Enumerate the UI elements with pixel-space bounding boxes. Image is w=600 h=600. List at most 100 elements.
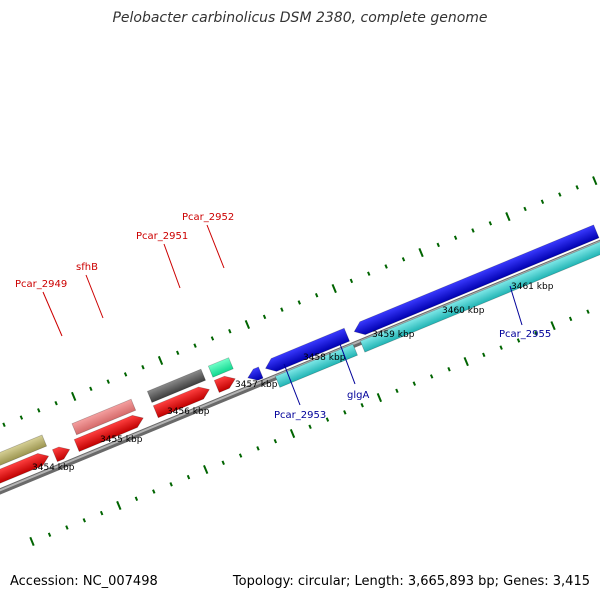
tick-mark-upper <box>540 199 545 204</box>
tick-label: 3456 kbp <box>167 407 210 417</box>
tick-mark-upper <box>176 350 180 356</box>
tick-mark-upper <box>210 336 215 341</box>
tick-mark-lower <box>47 532 52 537</box>
tick-mark-lower <box>534 331 538 336</box>
tick-mark-lower <box>65 525 69 530</box>
feature-pink-sfhB <box>71 398 137 436</box>
feature-blue-2953 <box>247 366 264 381</box>
gene-label: Pcar_2955 <box>499 329 551 340</box>
tick-mark-lower <box>586 309 590 314</box>
tick-mark-upper <box>37 408 41 413</box>
tick-mark-lower <box>568 316 573 322</box>
tick-mark-lower <box>152 489 156 494</box>
tick-mark-upper <box>436 242 440 248</box>
tick-mark-lower <box>499 345 503 350</box>
tick-mark-lower <box>516 338 521 343</box>
tick-mark-lower <box>308 424 312 430</box>
tick-mark-upper <box>488 221 493 226</box>
tick-label: 3460 kbp <box>442 306 485 316</box>
tick-mark-upper <box>453 235 458 240</box>
tick-mark-upper <box>71 391 77 401</box>
tick-mark-lower <box>238 453 243 458</box>
gene-leader-line <box>42 291 63 337</box>
tick-mark-lower <box>116 500 122 511</box>
feature-red-cds-small <box>51 446 71 463</box>
tick-mark-upper <box>471 228 475 233</box>
genome-summary-text: Topology: circular; Length: 3,665,893 bp… <box>232 574 590 589</box>
tick-mark-lower <box>29 536 35 546</box>
tick-mark-upper <box>575 185 579 190</box>
gene-label: Pcar_2952 <box>182 212 234 223</box>
gene-leader-line <box>283 363 301 406</box>
tick-label: 3459 kbp <box>372 330 415 340</box>
gene-leader-line <box>206 224 225 269</box>
feature-cyan-2955 <box>359 241 600 353</box>
tick-mark-lower <box>169 482 173 487</box>
tick-mark-upper <box>228 329 232 334</box>
tick-mark-upper <box>54 400 58 406</box>
feature-mint-2952 <box>207 357 234 378</box>
tick-mark-upper <box>106 379 110 384</box>
tick-mark-lower <box>447 367 451 372</box>
tick-mark-lower <box>482 352 486 358</box>
tick-mark-upper <box>244 319 251 330</box>
gene-label: Pcar_2953 <box>274 410 326 421</box>
tick-mark-upper <box>297 300 301 305</box>
tick-mark-upper <box>157 355 164 366</box>
gene-label: glgA <box>347 390 369 401</box>
tick-label: 3457 kbp <box>235 380 278 390</box>
tick-mark-lower <box>463 357 469 367</box>
tick-mark-upper <box>505 212 511 222</box>
feature-olive-block <box>0 434 48 472</box>
tick-mark-lower <box>99 510 104 516</box>
gene-label: Pcar_2951 <box>136 231 188 242</box>
map-track-group <box>0 176 600 546</box>
gene-label: sfhB <box>76 262 98 273</box>
tick-mark-lower <box>134 496 139 501</box>
tick-mark-upper <box>2 422 6 427</box>
tick-mark-upper <box>523 206 527 212</box>
tick-mark-lower <box>412 381 416 386</box>
gene-leader-line <box>163 243 181 289</box>
tick-mark-lower <box>343 410 347 415</box>
gene-label: Pcar_2949 <box>15 279 67 290</box>
tick-mark-lower <box>186 474 191 480</box>
feature-red-cds-2952 <box>213 375 236 393</box>
feature-red-cds-2951 <box>152 386 210 419</box>
tick-mark-upper <box>558 192 562 197</box>
tick-label: 3458 kbp <box>303 353 346 363</box>
tick-mark-lower <box>360 402 364 408</box>
gene-label-group: Pcar_2949 sfhB Pcar_2951 Pcar_2952 Pcar_2953… <box>15 212 551 421</box>
tick-mark-lower <box>221 460 225 465</box>
tick-mark-upper <box>401 257 406 262</box>
tick-label: 3461 kbp <box>511 282 554 292</box>
tick-mark-upper <box>418 248 424 258</box>
tick-mark-upper <box>384 264 388 269</box>
tick-mark-upper <box>89 386 93 392</box>
tick-label-group: 3454 kbp 3455 kbp 3456 kbp 3457 kbp 3458 kbp… <box>32 282 554 473</box>
tick-mark-upper <box>592 176 598 186</box>
feature-blue-2955 <box>353 224 600 336</box>
tick-mark-upper <box>123 372 128 377</box>
tick-label: 3454 kbp <box>32 463 75 473</box>
tick-mark-lower <box>256 446 260 451</box>
feature-red-cds <box>0 453 50 488</box>
gene-leader-line <box>339 343 356 385</box>
tick-mark-upper <box>314 293 319 298</box>
tick-mark-upper <box>331 283 337 294</box>
tick-mark-upper <box>280 307 284 312</box>
tick-mark-upper <box>367 271 371 276</box>
gene-leader-line <box>85 274 104 319</box>
tick-mark-lower <box>550 321 556 331</box>
tick-mark-upper <box>19 415 24 420</box>
feature-grey-2951 <box>146 368 206 403</box>
tick-mark-upper <box>262 314 267 320</box>
tick-mark-lower <box>376 393 383 403</box>
tick-mark-lower <box>203 464 209 475</box>
feature-red-cds-sfhB <box>73 415 144 452</box>
tick-mark-lower <box>325 417 330 422</box>
tick-mark-lower <box>289 428 296 439</box>
map-title: Pelobacter carbinolicus DSM 2380, comple… <box>112 10 488 26</box>
tick-mark-upper <box>193 343 197 348</box>
